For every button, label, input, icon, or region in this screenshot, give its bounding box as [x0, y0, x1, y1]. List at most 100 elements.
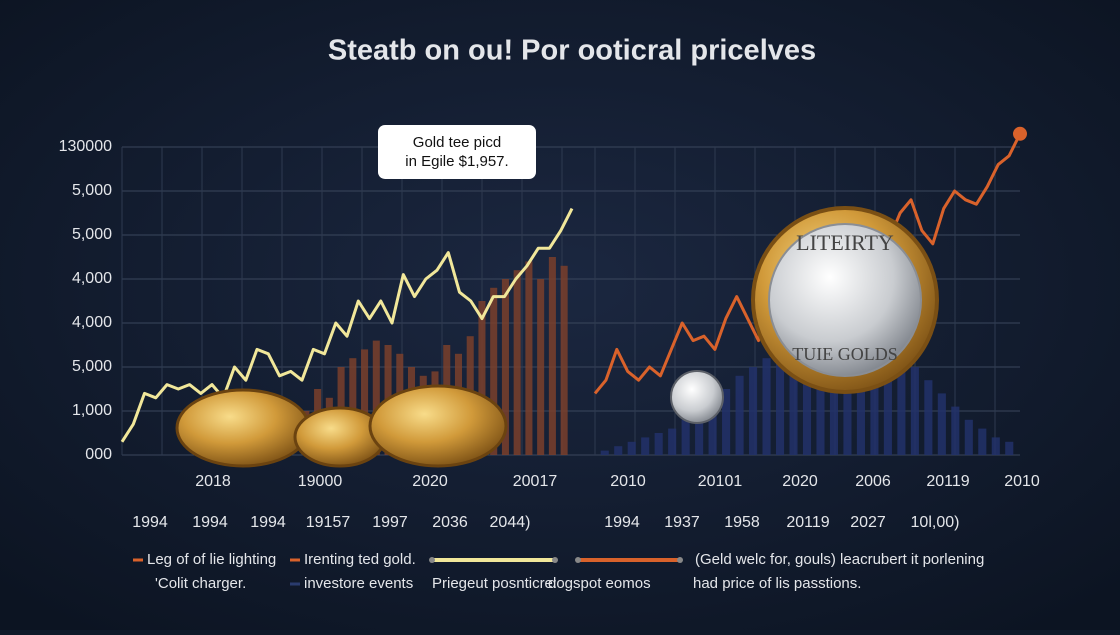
x-tick-label-secondary: 19157	[306, 514, 351, 531]
bar	[910, 367, 919, 455]
legend-dot	[429, 557, 435, 563]
x-tick-label-secondary: 1958	[724, 514, 760, 531]
legend-dot	[552, 557, 558, 563]
bar	[816, 336, 825, 455]
bar	[681, 419, 690, 455]
coin-text: TUIE GOLDS	[792, 344, 898, 364]
bar	[924, 380, 933, 455]
bar	[600, 450, 609, 455]
bar	[883, 345, 892, 455]
legend: Leg of of lie lighting Irenting ted gold.…	[133, 551, 984, 592]
y-tick-label: 5,000	[72, 358, 112, 375]
end-marker	[1013, 126, 1027, 141]
x-tick-label: 20101	[698, 473, 743, 490]
bar	[735, 375, 744, 455]
annotation: Gold tee picd	[413, 134, 501, 151]
bar	[775, 349, 785, 455]
bar	[560, 265, 568, 455]
bar	[349, 358, 357, 455]
coin	[368, 384, 508, 468]
y-tick-label: 1,000	[72, 402, 112, 419]
x-tick-label: 2010	[610, 473, 646, 490]
y-tick-label: 5,000	[72, 226, 112, 243]
legend-label: dogspot eomos	[548, 575, 651, 592]
bar	[762, 358, 771, 455]
x-tick-label-secondary: 20119	[786, 514, 829, 531]
x-tick-label-secondary: 1994	[132, 514, 168, 531]
bar	[856, 336, 865, 455]
y-tick-label: 4,000	[72, 270, 112, 287]
bar	[722, 389, 731, 455]
annotation: in Egile $1,957.	[405, 153, 508, 170]
bar	[802, 340, 812, 455]
x-tick-label: 2020	[782, 473, 818, 490]
legend-label: Irenting ted gold.	[304, 551, 416, 568]
x-tick-label-secondary: 2027	[850, 514, 886, 531]
annotation-box	[378, 125, 536, 179]
legend-label: investore events	[304, 575, 413, 592]
x-tick-label: 20017	[513, 473, 558, 490]
bar	[708, 402, 717, 455]
bar	[829, 331, 839, 455]
bar	[478, 301, 486, 455]
coin-text: LITEIRTY	[796, 230, 894, 255]
y-tick-label: 000	[85, 446, 112, 463]
x-tick-label: 2006	[855, 473, 891, 490]
bar	[937, 393, 946, 455]
coins: LITEIRTY TUIE GOLDS	[175, 206, 939, 468]
x-tick-label: 19000	[298, 473, 343, 490]
legend-dot	[575, 557, 581, 563]
bar	[897, 353, 906, 455]
coin	[768, 223, 922, 377]
bar	[695, 411, 704, 455]
x-tick-label-secondary: 1994	[250, 514, 286, 531]
y-tick-label: 4,000	[72, 314, 112, 331]
x-tick-label-secondary: 2044)	[490, 514, 531, 531]
legend-label: Priegeut posnticre:	[432, 575, 557, 592]
x-tick-label-secondary: 1997	[372, 514, 408, 531]
legend-label: 'Colit charger.	[155, 575, 246, 592]
bar	[614, 446, 623, 455]
x-tick-label-secondary: 1994	[192, 514, 228, 531]
legend-label: Leg of of lie lighting	[147, 551, 276, 568]
x-tick-label: 2020	[412, 473, 448, 490]
coin	[670, 370, 724, 424]
legend-dot	[677, 557, 683, 563]
bar	[537, 279, 545, 455]
line	[120, 207, 574, 443]
y-tick-label: 5,000	[72, 182, 112, 199]
bar	[870, 340, 879, 455]
bar	[361, 349, 369, 455]
x-tick-label: 2010	[1004, 473, 1040, 490]
legend-label: had price of lis passtions.	[693, 575, 861, 592]
bar	[372, 340, 380, 455]
bar	[1005, 441, 1014, 455]
bar	[789, 345, 798, 455]
bar	[668, 428, 677, 455]
page-title: Steatb on ou! Por ooticral pricelves	[328, 35, 816, 67]
bar	[513, 270, 521, 455]
y-tick-label: 130000	[59, 138, 112, 155]
bar	[978, 428, 987, 455]
coin	[175, 388, 311, 468]
x-tick-label-secondary: 10l,00)	[911, 514, 960, 531]
bar	[627, 441, 636, 455]
bar	[490, 287, 498, 455]
x-tick-label-secondary: 2036	[432, 514, 468, 531]
x-tick-label: 20119	[926, 473, 969, 490]
bar	[501, 279, 509, 455]
x-tick-label: 2018	[195, 473, 231, 490]
bar	[991, 437, 1000, 455]
bar	[548, 257, 556, 455]
x-tick-label-secondary: 1994	[604, 514, 640, 531]
bar	[654, 433, 663, 455]
legend-label: (Geld welc for, gouls) leacrubert it por…	[695, 551, 984, 568]
bar	[641, 437, 650, 455]
bar	[964, 419, 973, 455]
bar	[749, 367, 758, 455]
bar	[525, 261, 533, 455]
x-tick-label-secondary: 1937	[664, 514, 700, 531]
bar	[951, 406, 960, 455]
